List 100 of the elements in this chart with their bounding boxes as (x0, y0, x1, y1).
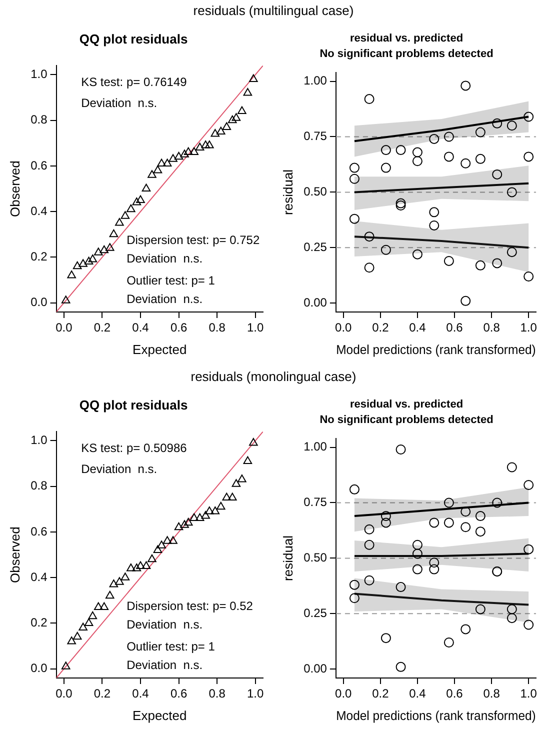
y-axis-title: Observed (7, 160, 22, 217)
point (210, 129, 220, 137)
point (364, 232, 374, 242)
y-tick-label: 1.00 (304, 74, 328, 88)
point (475, 127, 486, 138)
chart-subtitle: QQ plot residuals (79, 31, 188, 46)
x-tick-label: 0.0 (56, 686, 73, 701)
y-tick-label: 0.75 (304, 129, 328, 144)
point (444, 498, 454, 508)
annotation: Deviation n.s. (126, 617, 203, 632)
x-tick-label: 0.8 (208, 686, 226, 701)
point (109, 229, 118, 238)
point (120, 572, 130, 580)
y-axis-title: residual (280, 535, 296, 581)
point (460, 624, 471, 634)
point (105, 590, 114, 599)
y-tick-label: 0.2 (30, 250, 48, 264)
point (396, 145, 406, 156)
x-tick-label: 0.4 (409, 320, 426, 335)
point (142, 561, 151, 569)
point (412, 147, 422, 158)
point (524, 152, 534, 162)
y-tick-label: 0.25 (304, 606, 328, 620)
chart-title: residual vs. predicted (350, 32, 464, 45)
point (396, 200, 406, 211)
y-tick-label: 0.8 (30, 478, 48, 493)
point (396, 582, 406, 592)
y-axis-title: Observed (7, 526, 22, 583)
point (364, 575, 374, 586)
point (412, 249, 422, 260)
point (136, 561, 145, 569)
point (105, 243, 114, 251)
annotation: Deviation n.s. (126, 658, 203, 672)
point (412, 548, 422, 559)
point (429, 558, 440, 568)
point (180, 520, 189, 528)
point (243, 456, 252, 464)
y-tick-label: 0.25 (304, 240, 328, 254)
point (380, 518, 391, 528)
point (460, 158, 471, 168)
point (524, 112, 534, 122)
x-tick-label: 1.0 (247, 686, 264, 701)
x-axis-title: Model predictions (rank transformed) (336, 708, 536, 723)
y-tick-label: 0.6 (30, 158, 48, 172)
point (396, 198, 406, 208)
x-tick-label: 0.8 (483, 686, 500, 701)
point (174, 152, 184, 160)
point (364, 540, 374, 550)
point (460, 296, 471, 306)
y-tick-label: 1.0 (30, 67, 48, 82)
point (492, 118, 502, 128)
point (364, 94, 374, 104)
point (67, 636, 76, 644)
point (506, 462, 517, 472)
annotation: Deviation n.s. (81, 462, 158, 476)
annotation: Deviation n.s. (81, 96, 158, 110)
point (136, 195, 145, 203)
point (216, 126, 226, 135)
point (524, 544, 534, 554)
point (190, 513, 198, 522)
point (429, 134, 440, 144)
point (201, 511, 210, 519)
x-tick-label: 0.6 (170, 320, 188, 335)
x-axis-title: Expected (132, 342, 187, 357)
point (222, 122, 232, 130)
point (364, 524, 374, 534)
point (380, 511, 391, 522)
point (444, 518, 454, 528)
point (205, 506, 214, 514)
point (162, 536, 172, 544)
point (228, 492, 237, 501)
point (506, 247, 517, 258)
point (249, 74, 258, 82)
point (444, 152, 454, 162)
point (94, 248, 103, 256)
point (238, 474, 246, 482)
point (168, 154, 178, 162)
x-tick-label: 0.0 (335, 320, 352, 335)
point (349, 214, 360, 224)
point (88, 254, 98, 262)
point (412, 540, 422, 550)
point (380, 244, 391, 255)
point (115, 218, 124, 226)
point (109, 579, 118, 588)
x-tick-label: 0.4 (132, 686, 150, 701)
point (506, 187, 517, 198)
annotation: Outlier test: p= 1 (126, 274, 216, 288)
point (412, 156, 422, 166)
point (460, 80, 471, 91)
x-tick-label: 1.0 (247, 320, 264, 335)
point (78, 259, 88, 267)
x-tick-label: 0.8 (208, 320, 226, 335)
x-tick-label: 0.6 (446, 320, 464, 335)
x-tick-label: 1.0 (520, 686, 538, 701)
point (429, 207, 440, 218)
y-tick-label: 0.50 (304, 184, 328, 199)
y-tick-label: 0.2 (30, 616, 48, 630)
point (506, 120, 517, 131)
point (380, 162, 391, 173)
point (475, 511, 486, 522)
